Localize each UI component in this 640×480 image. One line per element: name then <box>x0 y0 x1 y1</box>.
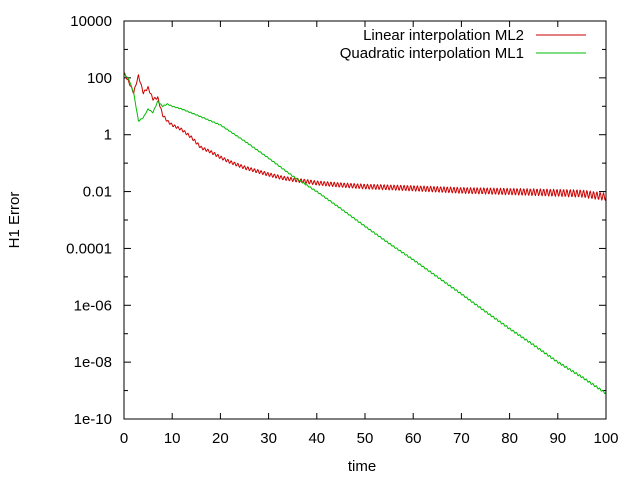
x-tick-label: 70 <box>453 430 470 447</box>
series-line-quadratic <box>123 73 607 395</box>
y-tick-label: 0.0001 <box>66 240 112 257</box>
x-tick-label: 90 <box>549 430 566 447</box>
y-tick-label: 1e-06 <box>74 297 112 314</box>
series-line-linear <box>123 72 607 201</box>
legend-label-linear: Linear interpolation ML2 <box>363 27 524 44</box>
y-tick-label: 1e-08 <box>74 354 112 371</box>
plot-frame <box>123 20 607 420</box>
x-tick-label: 60 <box>405 430 422 447</box>
y-axis-label: H1 Error <box>6 192 23 249</box>
x-tick-label: 10 <box>164 430 181 447</box>
y-tick-label: 10000 <box>70 13 112 30</box>
y-tick-label: 100 <box>87 70 112 87</box>
x-tick-label: 20 <box>212 430 229 447</box>
y-tick-label: 1e-10 <box>74 411 112 428</box>
legend-label-quadratic: Quadratic interpolation ML1 <box>340 45 524 62</box>
x-tick-label: 100 <box>593 430 618 447</box>
series-layer <box>123 72 607 395</box>
x-tick-label: 0 <box>120 430 128 447</box>
axis-tick-labels: 0 10 20 30 40 50 60 70 80 90 100 1e-10 1e-08 1e-06 0.0… <box>66 13 618 447</box>
x-tick-label: 50 <box>357 430 374 447</box>
x-tick-label: 40 <box>308 430 325 447</box>
y-tick-label: 0.01 <box>83 184 112 201</box>
x-axis-label: time <box>348 458 376 475</box>
y-tick-label: 1 <box>104 127 112 144</box>
x-tick-label: 80 <box>501 430 518 447</box>
x-tick-label: 30 <box>260 430 277 447</box>
legend: Linear interpolation ML2 Quadratic inter… <box>340 27 586 62</box>
